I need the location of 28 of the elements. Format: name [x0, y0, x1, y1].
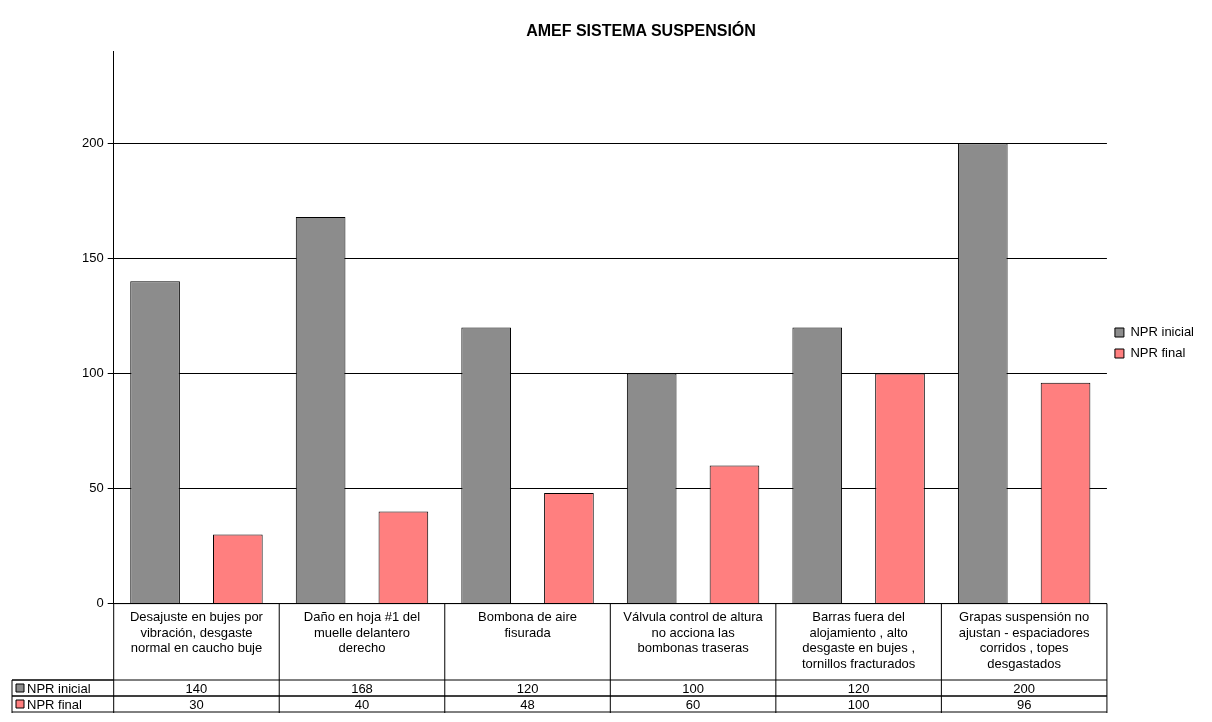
- x-tick-label: Bombona de aire fisurada: [478, 608, 578, 640]
- data-label: 140: [185, 680, 208, 696]
- y-tick-label: 50: [89, 480, 104, 496]
- data-label: 48: [520, 696, 535, 712]
- y-tick-label: 150: [81, 249, 104, 265]
- text: NPR inicial: [1130, 324, 1195, 340]
- x-tick-label: Daño en hoja #1 del muelle delantero derecho: [303, 608, 421, 656]
- data-label: 96: [1016, 696, 1032, 712]
- y-tick-label: 200: [81, 134, 104, 150]
- data-label: 100: [682, 680, 704, 696]
- data-label: 30: [189, 696, 204, 712]
- y-tick-label: 100: [81, 365, 104, 381]
- chart-title: AMEF SISTEMA SUSPENSIÓN: [526, 21, 756, 40]
- data-label: 120: [516, 680, 539, 696]
- data-label: 100: [847, 696, 870, 712]
- data-label: 40: [354, 696, 370, 712]
- x-tick-label: Barras fuera del alojamiento , alto desgaste en bujes , tornillos fracturados: [801, 608, 916, 671]
- data-label: 60: [685, 696, 701, 712]
- data-label: 200: [1013, 680, 1036, 696]
- text: NPR final: [27, 696, 82, 712]
- legend-label: NPR inicial: [27, 680, 91, 696]
- data-label: 168: [351, 680, 373, 696]
- x-tick-label: Desajuste en bujes por vibración, desgaste normal en caucho buje: [129, 608, 264, 656]
- y-tick-label: 0: [96, 595, 104, 611]
- x-tick-label: Grapas suspensión no ajustan - espaciadores corridos , topes desgastados: [958, 608, 1091, 671]
- legend-label: NPR final: [1130, 345, 1186, 361]
- x-tick-label: Válvula control de altura no acciona las bombonas traseras: [623, 608, 764, 656]
- data-label: 120: [847, 680, 870, 696]
